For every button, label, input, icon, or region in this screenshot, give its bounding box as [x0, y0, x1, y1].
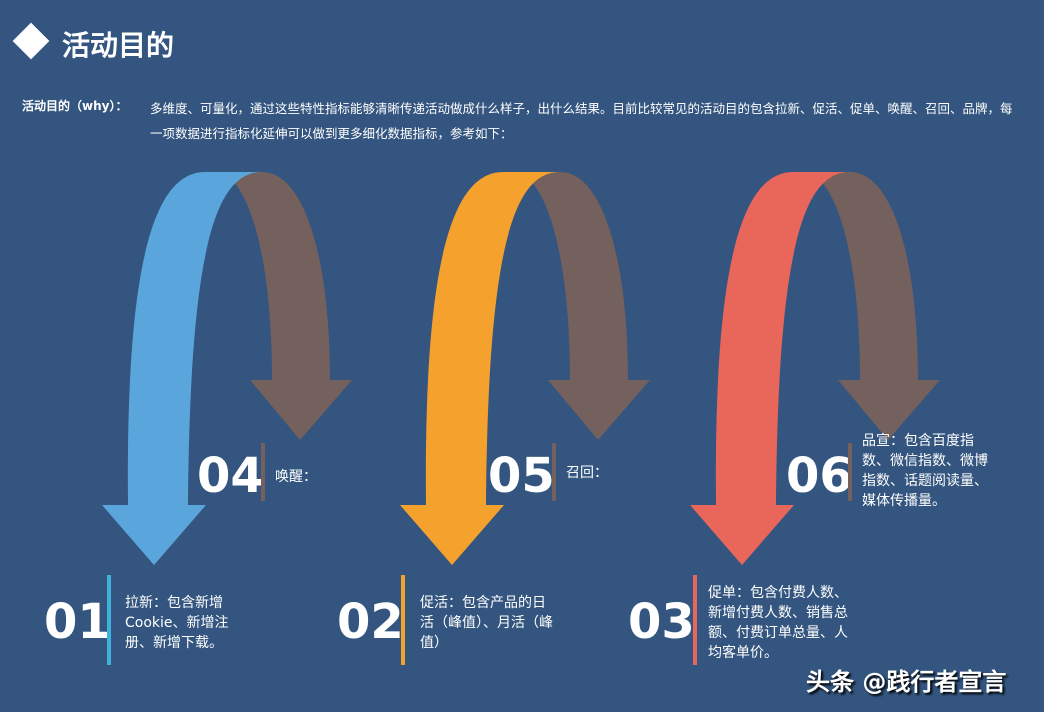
intro-label: 活动目的（why）： [22, 99, 128, 113]
arrowhead [102, 505, 206, 565]
divider [261, 443, 265, 501]
item-text-04: 唤醒： [275, 469, 317, 485]
item-number-01: 01 [44, 594, 111, 650]
up-arrow-band [127, 172, 263, 505]
item-text-02: 促活：包含产品的日活（峰值）、月活（峰值） [420, 595, 553, 651]
divider [552, 443, 556, 501]
down-arrow-brown [222, 172, 352, 440]
item-number-03: 03 [628, 594, 695, 650]
item-number-05: 05 [488, 448, 555, 504]
page-title: 活动目的 [62, 29, 175, 62]
divider [848, 443, 852, 501]
item-number-04: 04 [197, 448, 264, 504]
arrowhead [690, 505, 794, 565]
up-arrow-band [715, 172, 850, 505]
item-text-06: 品宣：包含百度指数、微信指数、微博指数、话题阅读量、媒体传播量。 [862, 433, 988, 509]
down-arrow-brown [520, 172, 650, 440]
item-number-06: 06 [786, 448, 853, 504]
item-text-05: 召回： [566, 465, 608, 481]
arrow-pair-02-05 [400, 172, 650, 565]
up-arrow-band [425, 172, 560, 505]
divider [401, 575, 405, 665]
intro-text: 多维度、可量化，通过这些特性指标能够清晰传递活动做成什么样子，出什么结果。目前比… [150, 101, 1013, 141]
item-text-03: 促单：包含付费人数、新增付费人数、销售总额、付费订单总量、人均客单价。 [708, 585, 848, 661]
arrowhead [400, 505, 504, 565]
item-text-01: 拉新：包含新增Cookie、新增注册、新增下载。 [125, 595, 229, 651]
arrow-pair-01-04 [102, 172, 352, 565]
divider [107, 575, 111, 665]
arrow-pair-03-06 [690, 172, 940, 565]
divider [693, 575, 697, 665]
item-number-02: 02 [337, 594, 404, 650]
down-arrow-brown [810, 172, 940, 440]
watermark: 头条 @践行者宣言 [806, 668, 1007, 696]
